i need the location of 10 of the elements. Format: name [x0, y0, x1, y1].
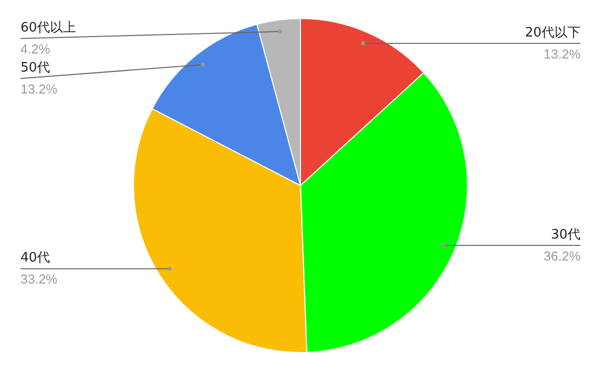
data-label: 13.2%	[20, 82, 58, 96]
slice-label: 40代	[20, 250, 50, 266]
data-label: 33.2%	[20, 272, 58, 287]
data-label: 13.2%	[544, 46, 581, 62]
data-label: 36.2%	[544, 248, 581, 264]
data-label: 4.2%	[20, 42, 51, 56]
slice-label: 50代	[20, 60, 50, 76]
slice-label: 30代	[550, 227, 581, 242]
slice-label: 20代以下	[524, 25, 581, 40]
slice-label: 60代以上	[20, 20, 76, 36]
